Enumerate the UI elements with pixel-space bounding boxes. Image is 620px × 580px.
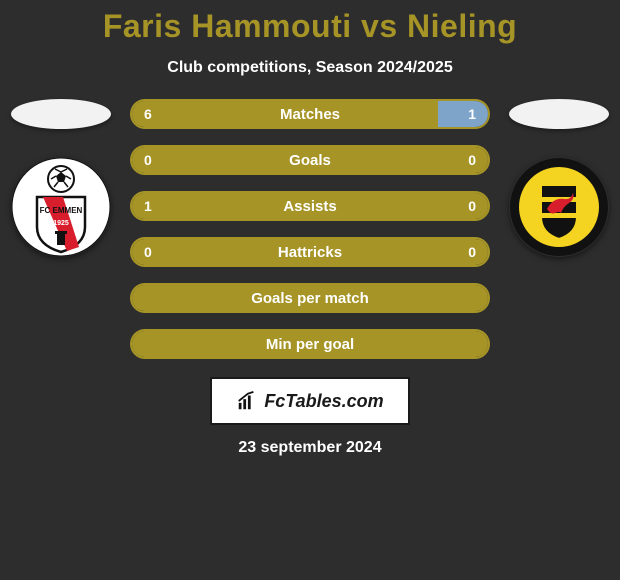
- svg-text:FC EMMEN: FC EMMEN: [40, 206, 83, 215]
- right-club-crest: SC CAMBUUR: [509, 157, 609, 257]
- right-player-avatar: [509, 99, 609, 129]
- stat-bar: Goals0 0: [130, 145, 490, 175]
- bar-label: Goals: [132, 152, 488, 169]
- bar-value-right: 0: [468, 152, 476, 168]
- brand-text: FcTables.com: [264, 391, 383, 412]
- stat-bar: Assists1 0: [130, 191, 490, 221]
- bar-value-right: 1: [468, 106, 476, 122]
- stats-bars: Matches61Goals00Assists10Hattricks00Goal…: [130, 99, 490, 359]
- chart-icon: [236, 390, 258, 412]
- brand-badge: FcTables.com: [210, 377, 410, 425]
- bar-value-right: 0: [468, 244, 476, 260]
- bar-value-left: 1: [144, 198, 152, 214]
- bar-label: Assists: [132, 198, 488, 215]
- left-club-crest: FC EMMEN 1925: [11, 157, 111, 257]
- left-player-col: FC EMMEN 1925: [6, 99, 116, 257]
- bar-label: Min per goal: [132, 336, 488, 353]
- bar-value-right: 0: [468, 198, 476, 214]
- bar-value-left: 0: [144, 244, 152, 260]
- footer: FcTables.com 23 september 2024: [0, 377, 620, 457]
- left-player-avatar: [11, 99, 111, 129]
- stat-bar: Min per goal: [130, 329, 490, 359]
- bar-label: Hattricks: [132, 244, 488, 261]
- bar-value-left: 0: [144, 152, 152, 168]
- comparison-row: FC EMMEN 1925 Matches61Goals00Assists10H…: [0, 99, 620, 359]
- bar-label: Goals per match: [132, 290, 488, 307]
- stat-bar: Matches6 1: [130, 99, 490, 129]
- bar-value-left: 6: [144, 106, 152, 122]
- right-player-col: SC CAMBUUR: [504, 99, 614, 257]
- bar-label: Matches: [132, 106, 488, 123]
- subtitle: Club competitions, Season 2024/2025: [0, 59, 620, 77]
- date-label: 23 september 2024: [238, 439, 381, 457]
- svg-text:1925: 1925: [53, 220, 69, 227]
- page-title: Faris Hammouti vs Nieling: [0, 8, 620, 45]
- stat-bar: Goals per match: [130, 283, 490, 313]
- stat-bar: Hattricks0 0: [130, 237, 490, 267]
